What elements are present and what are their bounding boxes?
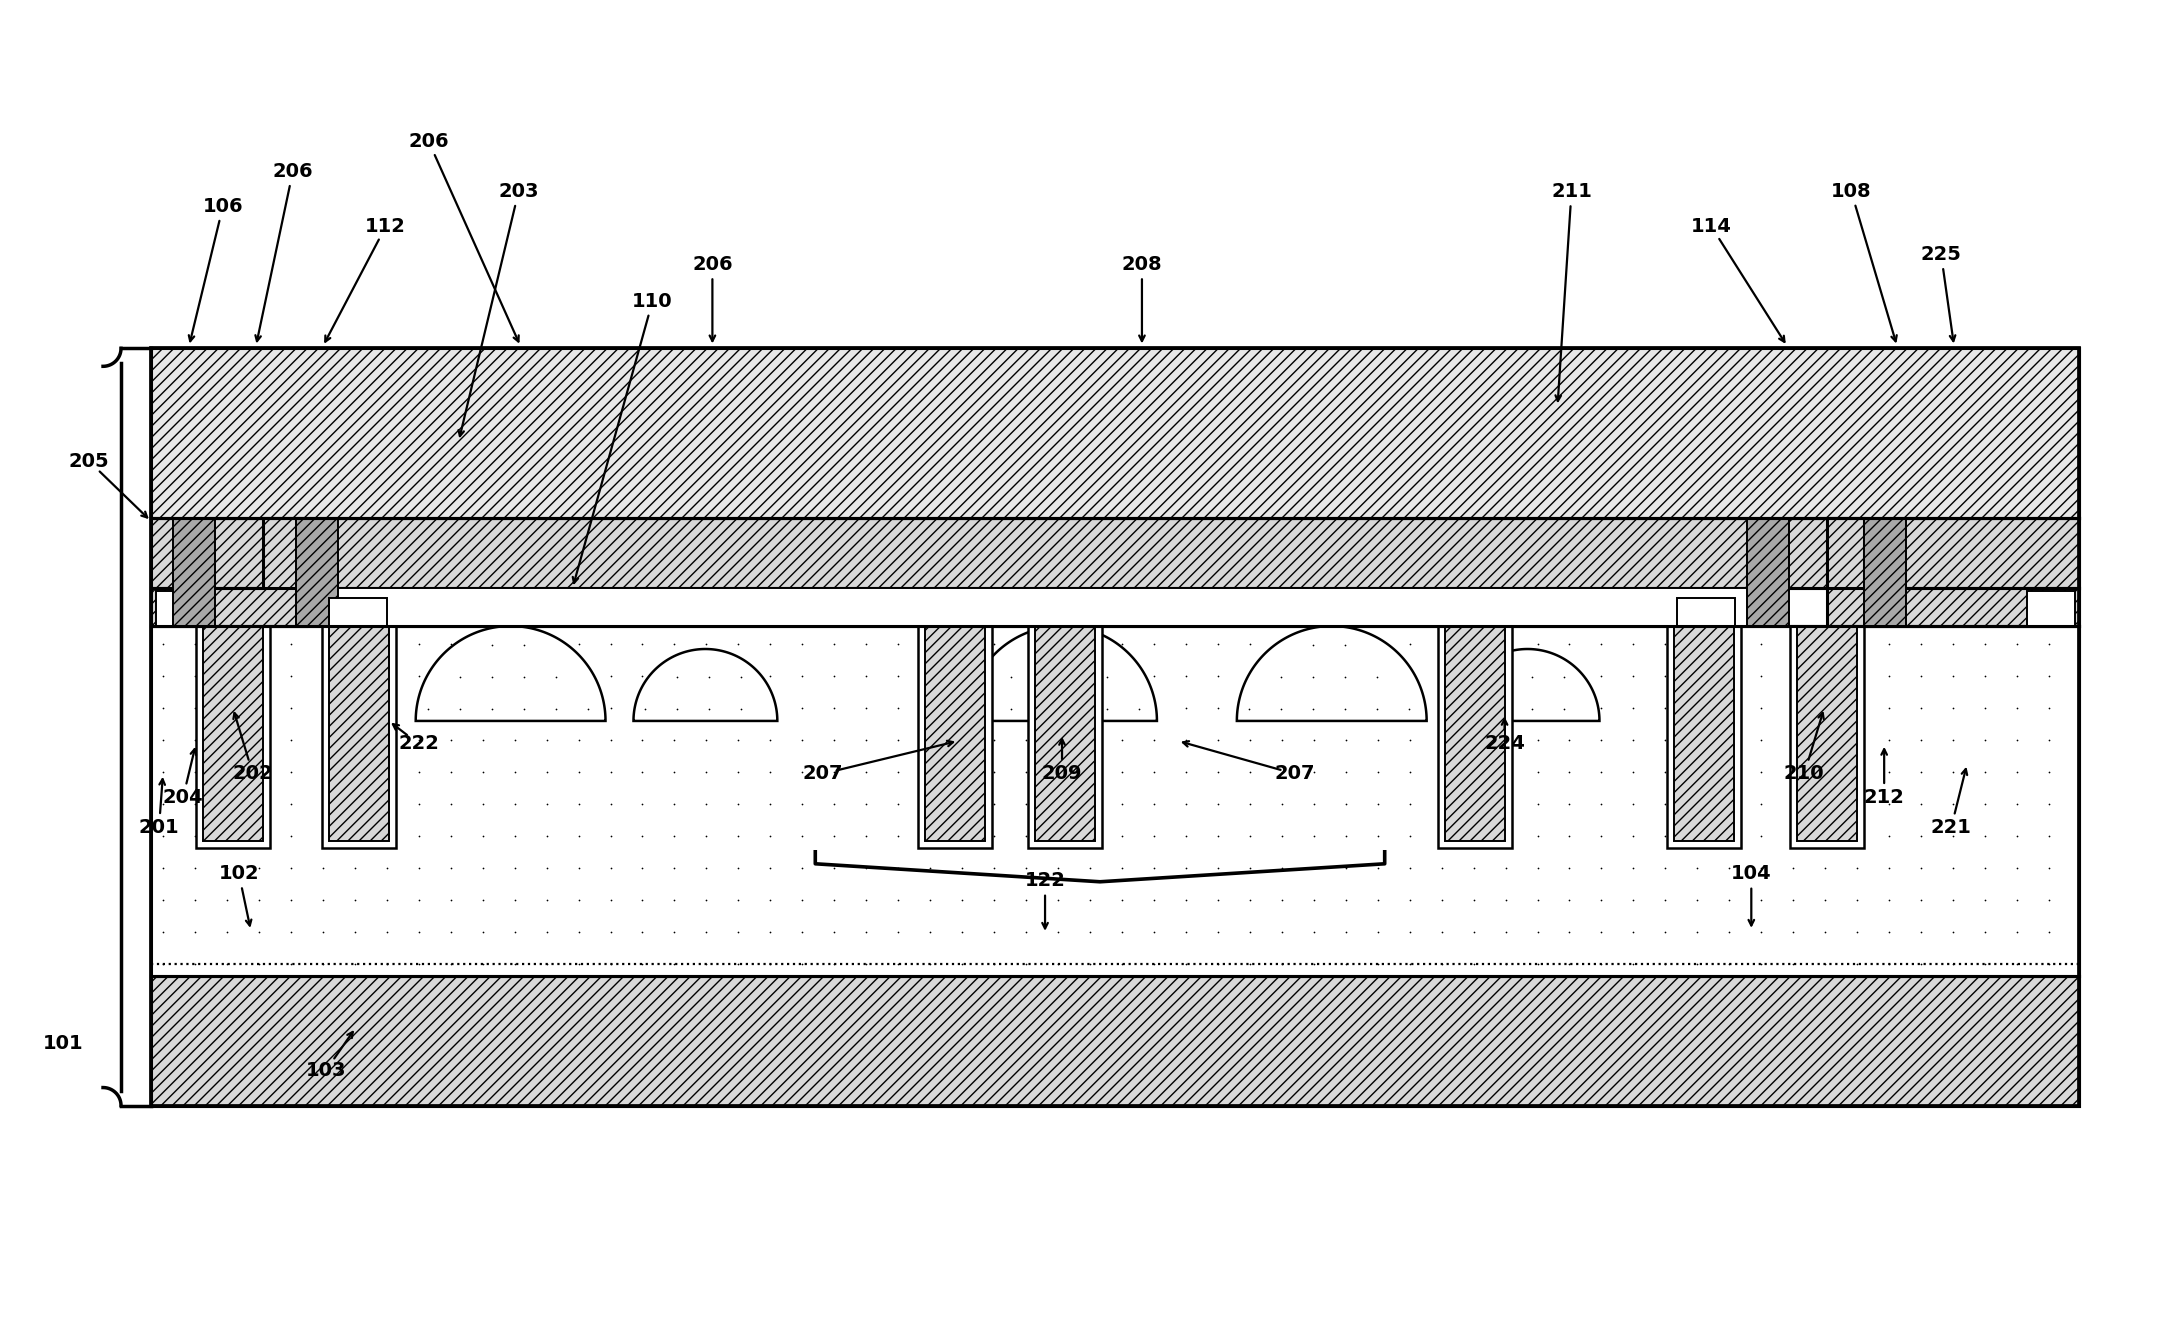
Text: 106: 106 — [203, 198, 242, 216]
Bar — [1797, 626, 1856, 841]
Text: 102: 102 — [218, 865, 260, 883]
Polygon shape — [1455, 648, 1599, 721]
Polygon shape — [633, 648, 778, 721]
Text: 206: 206 — [273, 162, 312, 182]
Text: 221: 221 — [1931, 818, 1972, 837]
Text: 108: 108 — [1830, 182, 1872, 202]
Bar — [151, 518, 2079, 587]
Text: 201: 201 — [138, 818, 179, 837]
Text: 207: 207 — [1275, 764, 1315, 784]
Text: 101: 101 — [44, 1034, 83, 1053]
Text: 206: 206 — [692, 255, 732, 274]
Text: 210: 210 — [1784, 764, 1824, 784]
Bar — [1675, 626, 1734, 841]
Text: 206: 206 — [408, 133, 450, 151]
Polygon shape — [1236, 626, 1426, 721]
Bar — [151, 976, 2079, 1106]
Bar — [1029, 626, 1103, 847]
Polygon shape — [151, 518, 306, 626]
Bar — [151, 349, 2079, 518]
Bar — [151, 349, 2079, 1106]
Text: 225: 225 — [1920, 245, 1961, 264]
Bar — [926, 626, 985, 841]
Text: 104: 104 — [1732, 865, 1771, 883]
Bar — [1677, 598, 1736, 626]
Text: 205: 205 — [68, 452, 109, 471]
Text: 224: 224 — [1485, 735, 1524, 753]
Bar — [1791, 626, 1865, 847]
Text: 202: 202 — [232, 764, 273, 784]
Text: 212: 212 — [1863, 789, 1904, 808]
Bar — [330, 598, 387, 626]
Bar — [1437, 626, 1511, 847]
Text: 204: 204 — [162, 789, 203, 808]
Polygon shape — [1828, 518, 2079, 626]
Bar — [1747, 518, 1789, 626]
Bar — [151, 626, 2079, 976]
Text: 207: 207 — [802, 764, 843, 784]
Bar — [1666, 626, 1741, 847]
Bar — [203, 626, 262, 841]
Bar — [1035, 626, 1094, 841]
Bar — [1865, 518, 1907, 626]
Bar — [295, 518, 339, 626]
Text: 209: 209 — [1042, 764, 1083, 784]
Bar — [151, 349, 2079, 1106]
Bar — [197, 626, 271, 847]
Text: 211: 211 — [1551, 182, 1592, 202]
Text: 122: 122 — [1024, 871, 1066, 890]
Bar — [155, 591, 203, 626]
Text: 103: 103 — [306, 1061, 345, 1081]
Text: 110: 110 — [631, 292, 673, 310]
Polygon shape — [968, 626, 1158, 721]
Bar — [173, 518, 214, 626]
Polygon shape — [415, 626, 605, 721]
Text: 112: 112 — [365, 217, 406, 236]
Bar — [917, 626, 992, 847]
Text: 203: 203 — [498, 182, 539, 202]
Text: 114: 114 — [1690, 217, 1732, 236]
Text: 208: 208 — [1123, 255, 1162, 274]
Bar — [2027, 591, 2075, 626]
Bar — [325, 587, 1773, 626]
Bar — [1444, 626, 1505, 841]
Bar — [330, 626, 389, 841]
Text: 222: 222 — [397, 735, 439, 753]
Bar — [321, 626, 395, 847]
